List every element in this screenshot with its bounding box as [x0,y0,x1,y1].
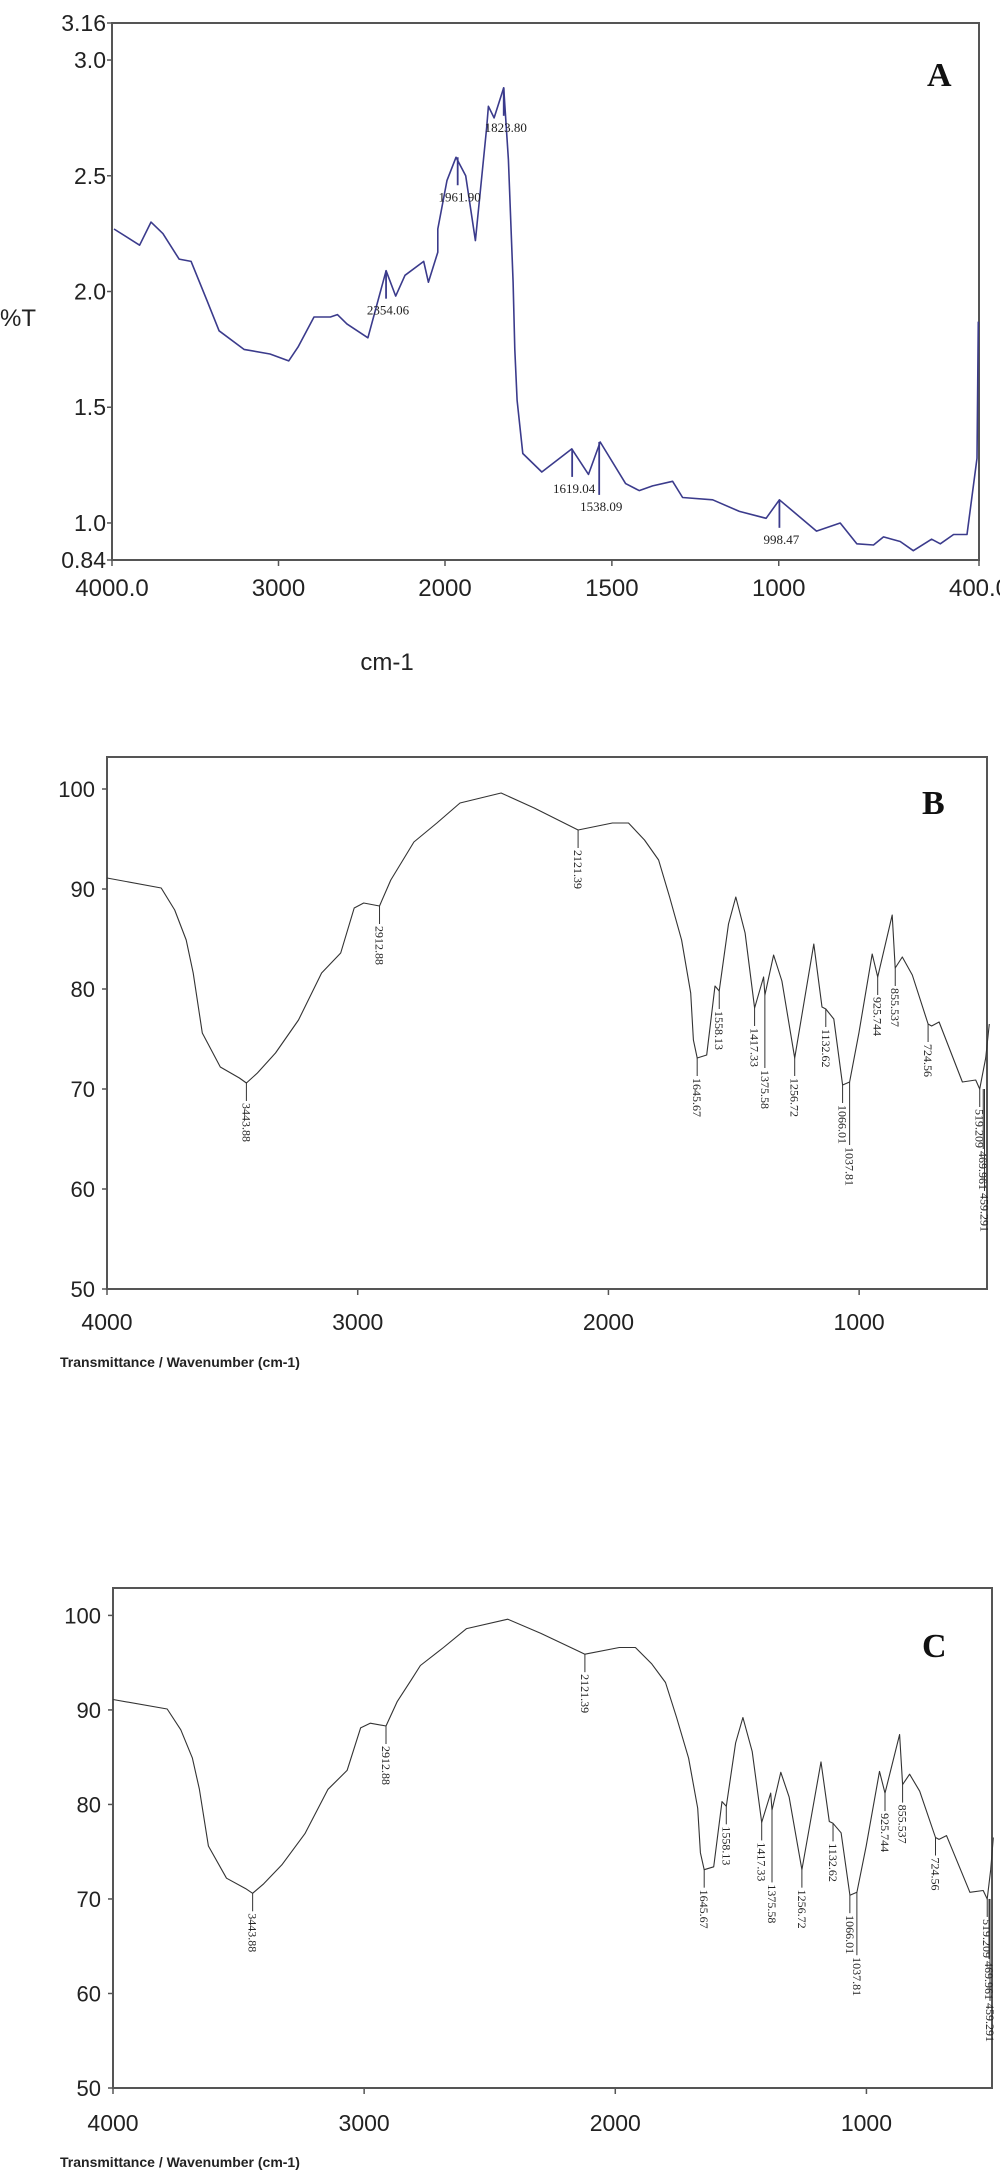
peak-label: 925.744 [878,1813,892,1852]
peak-label: 469.961 [982,1961,996,2000]
x-tick-label: 3000 [252,575,305,602]
peak-label: 1132.62 [819,1029,833,1068]
peak-label: 1619.04 [553,481,596,496]
y-tick-label: 70 [77,1887,101,1912]
spectrum-line-a [113,87,980,552]
peak-label: 2912.88 [379,1746,393,1785]
y-tick-label: 80 [71,977,95,1002]
peak-label: 1375.58 [758,1070,772,1109]
peak-label: 1417.33 [755,1842,769,1881]
x-tick-label: 3000 [332,1309,383,1335]
peak-label: 1256.72 [795,1890,809,1929]
spectrum-line-c [112,1618,994,1900]
peak-label: 1417.33 [748,1028,762,1067]
panel-label-b: B [922,785,945,822]
peak-label: 2912.88 [373,926,387,965]
y-tick-label: 50 [71,1277,95,1302]
peak-label: 469.961 [976,1151,990,1190]
peak-label: 459.291 [983,2003,997,2042]
y-tick-label: 100 [58,777,95,802]
y-tick-label: 2.0 [74,279,106,305]
y-tick-label: 90 [71,877,95,902]
peak-label: 1375.58 [765,1884,779,1923]
x-tick-label: 2000 [590,2110,641,2136]
peak-label: 1037.81 [843,1147,857,1186]
y-tick-label: 70 [71,1077,95,1102]
x-tick-label: 4000 [81,1309,132,1335]
chart-b: B Transmittance / Wavenumber (cm-1) 100 9… [58,756,991,1370]
peak-label: 1558.13 [719,1826,733,1865]
chart-c: C Transmittance / Wavenumber (cm-1) 100 9… [60,1587,997,2170]
y-axis-label-a: %T [0,305,36,332]
x-tick-label: 1500 [585,575,638,602]
y-tick-label: 2.5 [74,163,106,189]
peak-label: 998.47 [764,532,800,547]
y-tick-label: 60 [71,1177,95,1202]
y-tick-label: 1.5 [74,394,106,420]
x-tick-label: 4000 [87,2110,138,2136]
x-tick-label: 1000 [841,2110,892,2136]
y-tick-label: 100 [64,1603,101,1628]
x-tick-label: 3000 [339,2110,390,2136]
y-tick-label: 80 [77,1792,101,1817]
plot-frame-c [112,1587,993,2089]
y-tick-label: 0.84 [61,547,106,573]
x-tick-label: 2000 [583,1309,634,1335]
panel-label-c: C [922,1628,947,1665]
peak-label: 2121.39 [578,1674,592,1713]
peak-label: 724.56 [928,1858,942,1891]
plot-frame-a [111,22,980,561]
y-tick-label: 3.16 [61,10,106,36]
x-tick-label: 2000 [418,575,471,602]
peak-label: 855.537 [888,988,902,1027]
peak-label: 459.291 [977,1193,991,1232]
peak-label: 1823.80 [485,120,527,135]
peak-label: 925.744 [871,997,885,1036]
y-tick-label: 90 [77,1698,101,1723]
plot-frame-b [106,756,988,1290]
x-tick-label: 1000 [834,1309,885,1335]
peak-label: 1558.13 [712,1011,726,1050]
y-tick-label: 50 [77,2076,101,2101]
peak-label: 3443.88 [239,1103,253,1142]
y-tick-label: 1.0 [74,510,106,536]
peak-label: 1066.01 [843,1915,857,1954]
y-tick-label: 60 [77,1981,101,2006]
peak-label: 2121.39 [571,850,585,889]
spectrum-line-b [106,792,990,1090]
x-axis-label-a: cm-1 [360,649,413,676]
y-tick-label: 3.0 [74,47,106,73]
peak-label: 1961.90 [439,189,481,204]
x-tick-label: 4000.0 [75,575,148,602]
peak-label: 1132.62 [826,1843,840,1882]
peak-label: 1037.81 [850,1957,864,1996]
peak-label: 1256.72 [788,1078,802,1117]
x-tick-label: 400.0 [949,575,1000,602]
peak-label: 1645.67 [697,1890,711,1929]
peak-label: 1066.01 [836,1105,850,1144]
peak-label: 2354.06 [367,303,410,318]
peak-label: 519.209 [980,1919,994,1958]
x-tick-label: 1000 [752,575,805,602]
peak-label: 724.56 [921,1044,935,1077]
panel-label-a: A [927,57,952,94]
peak-label: 855.537 [896,1805,910,1844]
x-axis-label-c: Transmittance / Wavenumber (cm-1) [60,2154,300,2170]
x-axis-label-b: Transmittance / Wavenumber (cm-1) [60,1354,300,1370]
peak-label: 1645.67 [690,1078,704,1117]
peak-label: 1538.09 [580,499,622,514]
peak-label: 3443.88 [246,1913,260,1952]
